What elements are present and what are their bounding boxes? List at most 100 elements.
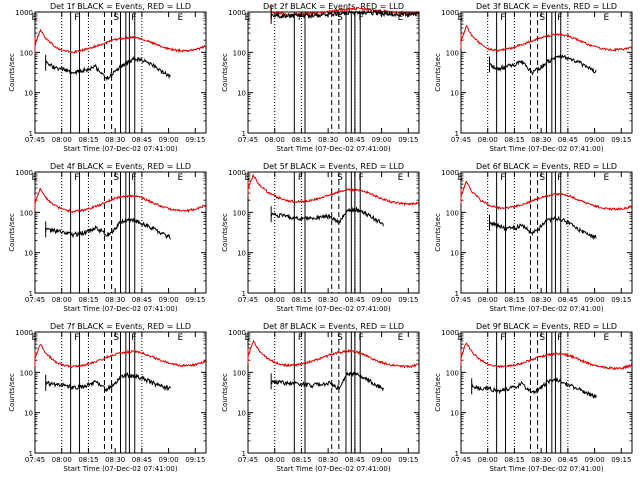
series-events-point: [569, 385, 570, 386]
x-tick-label: 08:30: [318, 456, 338, 464]
series-lld-point: [188, 50, 189, 51]
series-events-point: [134, 58, 135, 59]
x-tick-label: 08:30: [105, 136, 125, 144]
plot-frame: [247, 171, 420, 294]
series-events-line: [45, 371, 171, 393]
segment-label: F: [358, 333, 363, 343]
segment-label: E: [604, 13, 610, 23]
series-lld-point: [347, 350, 348, 351]
segment-label: E: [398, 173, 404, 183]
series-events-point: [498, 68, 499, 69]
series-lld-point: [409, 204, 410, 205]
series-events-point: [553, 378, 554, 379]
series-lld-line: [34, 188, 207, 214]
series-lld-point: [258, 350, 259, 351]
series-lld-point: [170, 363, 171, 364]
segment-label: E: [457, 13, 463, 23]
series-lld-point: [161, 360, 162, 361]
series-lld-point: [418, 202, 419, 203]
series-events-point: [418, 13, 419, 14]
series-events-point: [285, 382, 286, 383]
series-lld-point: [188, 365, 189, 366]
series-lld-point: [247, 187, 248, 188]
series-lld-point: [125, 351, 126, 352]
x-tick-label: 08:15: [504, 456, 524, 464]
x-tick-label: 09:15: [611, 456, 631, 464]
series-events-point: [320, 216, 321, 217]
series-lld-point: [392, 11, 393, 12]
x-tick-label: 09:00: [585, 136, 605, 144]
series-lld-point: [489, 364, 490, 365]
y-tick-label: 10: [450, 250, 459, 258]
series-events-point: [72, 234, 73, 235]
series-events-point: [312, 217, 313, 218]
series-lld-point: [188, 210, 189, 211]
series-events-point: [90, 384, 91, 385]
series-lld-point: [152, 42, 153, 43]
series-lld-point: [196, 208, 197, 209]
series-events-point: [143, 378, 144, 379]
x-axis-label: Start Time (07-Dec-02 07:41:00): [63, 465, 177, 473]
x-axis-label: Start Time (07-Dec-02 07:41:00): [276, 465, 390, 473]
chart-panel-6: Det 6f BLACK = Events, RED = LLD 1 10 100 10…: [434, 162, 633, 313]
series-lld-point: [253, 174, 254, 175]
series-events-point: [303, 15, 304, 16]
series-lld-point: [143, 353, 144, 354]
series-lld-point: [294, 365, 295, 366]
chart-title: Det 6f BLACK = Events, RED = LLD: [476, 162, 617, 171]
y-axis-label: Counts/sec: [221, 53, 229, 92]
x-tick-label: 08:45: [345, 136, 365, 144]
series-lld-point: [622, 367, 623, 368]
series-lld-point: [34, 45, 35, 46]
segment-label: F: [500, 173, 505, 183]
series-events-point: [546, 221, 547, 222]
series-events-point: [498, 390, 499, 391]
series-events-point: [498, 226, 499, 227]
series-events-point: [587, 393, 588, 394]
series-lld-point: [507, 366, 508, 367]
series-lld-point: [374, 359, 375, 360]
series-lld-point: [116, 353, 117, 354]
series-events-point: [54, 384, 55, 385]
series-events-point: [120, 376, 121, 377]
series-events-point: [507, 228, 508, 229]
series-lld-point: [507, 207, 508, 208]
series-events-point: [106, 389, 107, 390]
y-tick-label: 1: [242, 130, 246, 138]
series-lld-point: [72, 366, 73, 367]
series-events-line: [471, 376, 597, 399]
segment-label: F: [131, 333, 136, 343]
y-tick-label: 1000: [15, 9, 33, 17]
series-events-point: [480, 388, 481, 389]
series-events-point: [54, 67, 55, 68]
series-events-point: [134, 375, 135, 376]
series-lld-point: [551, 353, 552, 354]
x-tick-label: 08:45: [558, 296, 578, 304]
y-tick-label: 1000: [228, 9, 246, 17]
x-axis-label: Start Time (07-Dec-02 07:41:00): [489, 145, 603, 153]
x-tick-label: 08:00: [265, 136, 285, 144]
chart-title: Det 3f BLACK = Events, RED = LLD: [476, 2, 617, 11]
series-events-point: [546, 382, 547, 383]
series-lld-point: [356, 8, 357, 9]
y-tick-label: 10: [237, 410, 246, 418]
plot-frame: [247, 11, 420, 134]
series-lld-point: [90, 363, 91, 364]
y-tick-label: 1: [455, 450, 459, 458]
x-tick-label: 08:15: [78, 296, 98, 304]
series-events-point: [578, 229, 579, 230]
series-events-point: [409, 14, 410, 15]
series-events-point: [539, 388, 540, 389]
series-lld-point: [179, 50, 180, 51]
segment-label: E: [244, 13, 250, 23]
series-events-point: [532, 72, 533, 73]
x-tick-label: 08:30: [531, 136, 551, 144]
series-lld-point: [258, 184, 259, 185]
series-events-point: [587, 234, 588, 235]
x-tick-label: 07:45: [451, 296, 471, 304]
series-lld-point: [578, 40, 579, 41]
chart-panel-7: Det 7f BLACK = Events, RED = LLD 1 10 100 10…: [8, 322, 207, 473]
series-lld-point: [587, 203, 588, 204]
x-tick-label: 09:00: [372, 456, 392, 464]
x-tick-label: 08:00: [52, 296, 72, 304]
